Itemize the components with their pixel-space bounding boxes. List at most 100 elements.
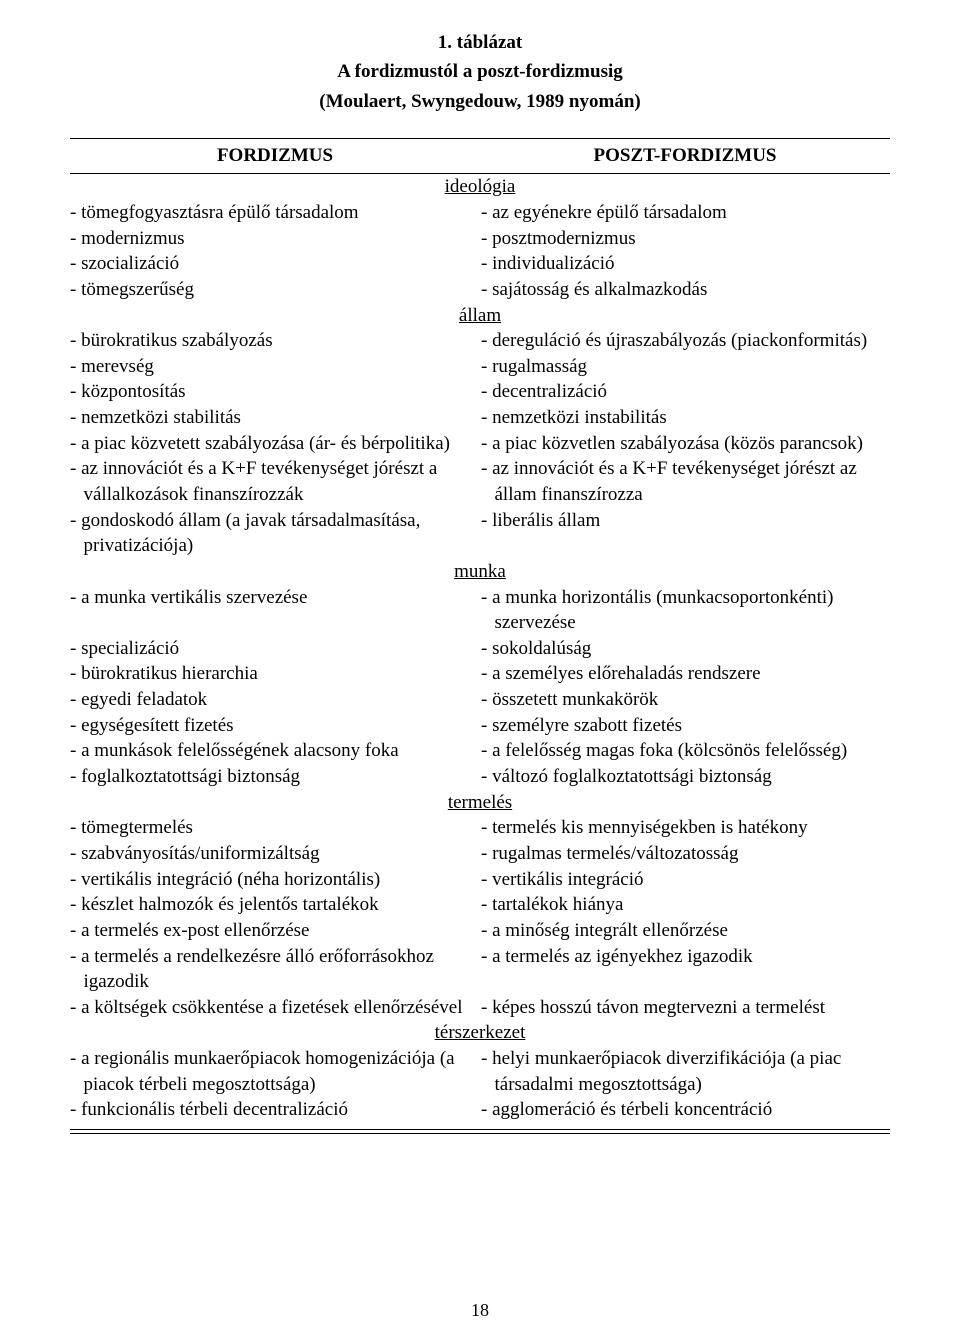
- cell-left-text: - tömegtermelés: [70, 815, 473, 841]
- cell-left: - a munkások felelősségének alacsony fok…: [70, 738, 481, 764]
- cell-left: - tömegfogyasztásra épülő társadalom: [70, 200, 481, 226]
- table-row: - gondoskodó állam (a javak társadalmasí…: [70, 508, 890, 559]
- cell-right: - decentralizáció: [481, 379, 890, 405]
- cell-left: - nemzetközi stabilitás: [70, 405, 481, 431]
- cell-right: - individualizáció: [481, 251, 890, 277]
- table-row: - bürokratikus szabályozás- dereguláció …: [70, 328, 890, 354]
- cell-left-text: - egyedi feladatok: [70, 687, 473, 713]
- cell-left-text: - a munkások felelősségének alacsony fok…: [70, 738, 473, 764]
- cell-right: - dereguláció és újraszabályozás (piacko…: [481, 328, 890, 354]
- table-row: - szabványosítás/uniformizáltság - rugalm…: [70, 841, 890, 867]
- cell-left-text: - specializáció: [70, 636, 473, 662]
- cell-right-text: - dereguláció és újraszabályozás (piacko…: [481, 328, 884, 354]
- header-right: POSZT-FORDIZMUS: [480, 139, 890, 173]
- table-row: - a piac közvetett szabályozása (ár- és …: [70, 431, 890, 457]
- cell-left-text: - nemzetközi stabilitás: [70, 405, 473, 431]
- cell-right: - a felelősség magas foka (kölcsönös fel…: [481, 738, 890, 764]
- cell-left-text: - szabványosítás/uniformizáltság: [70, 841, 473, 867]
- cell-right-text: - posztmodernizmus: [481, 226, 884, 252]
- cell-right-text: - liberális állam: [481, 508, 884, 534]
- section-heading: munka: [70, 559, 890, 585]
- header-left: FORDIZMUS: [70, 139, 480, 173]
- table-row: - tömegtermelés - termelés kis mennyisége…: [70, 815, 890, 841]
- cell-right-text: - képes hosszú távon megtervezni a terme…: [481, 995, 884, 1021]
- document-page: 1. táblázat A fordizmustól a poszt-fordi…: [0, 0, 960, 1343]
- table-row: - bürokratikus hierarchia- a személyes e…: [70, 661, 890, 687]
- table-row: - egységesített fizetés - személyre szabo…: [70, 713, 890, 739]
- cell-right-text: - a személyes előrehaladás rendszere: [481, 661, 884, 687]
- cell-right: - helyi munkaerőpiacok diverzifikációja …: [481, 1046, 890, 1097]
- cell-right-text: - rugalmas termelés/változatosság: [481, 841, 884, 867]
- table-row: - modernizmus- posztmodernizmus: [70, 226, 890, 252]
- cell-left: - készlet halmozók és jelentős tartaléko…: [70, 892, 481, 918]
- cell-left: - egyedi feladatok: [70, 687, 481, 713]
- cell-right-text: - nemzetközi instabilitás: [481, 405, 884, 431]
- cell-right: - az innovációt és a K+F tevékenységet j…: [481, 456, 890, 507]
- title-line-3: (Moulaert, Swyngedouw, 1989 nyomán): [70, 87, 890, 116]
- table-row: - nemzetközi stabilitás - nemzetközi inst…: [70, 405, 890, 431]
- title-line-2: A fordizmustól a poszt-fordizmusig: [70, 57, 890, 86]
- cell-left: - a költségek csökkentése a fizetések el…: [70, 995, 481, 1021]
- cell-right: - liberális állam: [481, 508, 890, 559]
- cell-left-text: - egységesített fizetés: [70, 713, 473, 739]
- table-row: - az innovációt és a K+F tevékenységet j…: [70, 456, 890, 507]
- cell-left: - tömegszerűség: [70, 277, 481, 303]
- cell-left: - szocializáció: [70, 251, 481, 277]
- cell-left: - tömegtermelés: [70, 815, 481, 841]
- comparison-table: FORDIZMUS POSZT-FORDIZMUS ideológia- töm…: [70, 138, 890, 1133]
- title-line-1: 1. táblázat: [70, 28, 890, 57]
- cell-right: - a személyes előrehaladás rendszere: [481, 661, 890, 687]
- cell-left-text: - vertikális integráció (néha horizontál…: [70, 867, 473, 893]
- cell-right-text: - vertikális integráció: [481, 867, 884, 893]
- table-body: ideológia- tömegfogyasztásra épülő társa…: [70, 174, 890, 1123]
- cell-right: - posztmodernizmus: [481, 226, 890, 252]
- cell-right: - termelés kis mennyiségekben is hatékon…: [481, 815, 890, 841]
- table-row: - a munka vertikális szervezése - a munka…: [70, 585, 890, 636]
- cell-right: - agglomeráció és térbeli koncentráció: [481, 1097, 890, 1123]
- cell-right-text: - összetett munkakörök: [481, 687, 884, 713]
- cell-left: - az innovációt és a K+F tevékenységet j…: [70, 456, 481, 507]
- table-row: - központosítás - decentralizáció: [70, 379, 890, 405]
- cell-left: - központosítás: [70, 379, 481, 405]
- cell-left: - a termelés ex-post ellenőrzése: [70, 918, 481, 944]
- cell-right: - tartalékok hiánya: [481, 892, 890, 918]
- cell-left: - vertikális integráció (néha horizontál…: [70, 867, 481, 893]
- section-heading: térszerkezet: [70, 1020, 890, 1046]
- cell-right-text: - tartalékok hiánya: [481, 892, 884, 918]
- table-row: - a regionális munkaerőpiacok homogenizá…: [70, 1046, 890, 1097]
- cell-left-text: - központosítás: [70, 379, 473, 405]
- cell-right: - a munka horizontális (munkacsoportonké…: [481, 585, 890, 636]
- cell-left-text: - merevség: [70, 354, 473, 380]
- table-row: - a termelés a rendelkezésre álló erőfor…: [70, 944, 890, 995]
- cell-right-text: - személyre szabott fizetés: [481, 713, 884, 739]
- cell-right-text: - a minőség integrált ellenőrzése: [481, 918, 884, 944]
- cell-right: - a minőség integrált ellenőrzése: [481, 918, 890, 944]
- table-row: - specializáció - sokoldalúság: [70, 636, 890, 662]
- cell-left-text: - a termelés ex-post ellenőrzése: [70, 918, 473, 944]
- cell-right: - rugalmas termelés/változatosság: [481, 841, 890, 867]
- cell-right-text: - a piac közvetlen szabályozása (közös p…: [481, 431, 884, 457]
- cell-right-text: - a munka horizontális (munkacsoportonké…: [481, 585, 884, 636]
- table-bottom-rule: [70, 1129, 890, 1134]
- section-heading: állam: [70, 303, 890, 329]
- cell-right: - összetett munkakörök: [481, 687, 890, 713]
- cell-left-text: - készlet halmozók és jelentős tartaléko…: [70, 892, 473, 918]
- cell-right-text: - individualizáció: [481, 251, 884, 277]
- cell-right: - az egyénekre épülő társadalom: [481, 200, 890, 226]
- table-title-block: 1. táblázat A fordizmustól a poszt-fordi…: [70, 28, 890, 116]
- table-row: - merevség- rugalmasság: [70, 354, 890, 380]
- cell-left: - bürokratikus szabályozás: [70, 328, 481, 354]
- cell-left-text: - a munka vertikális szervezése: [70, 585, 473, 611]
- table-row: - a költségek csökkentése a fizetések el…: [70, 995, 890, 1021]
- cell-left-text: - a termelés a rendelkezésre álló erőfor…: [70, 944, 473, 995]
- table-row: - funkcionális térbeli decentralizáció - …: [70, 1097, 890, 1123]
- page-number: 18: [0, 1300, 960, 1321]
- cell-left-text: - gondoskodó állam (a javak társadalmasí…: [70, 508, 473, 559]
- cell-right: - nemzetközi instabilitás: [481, 405, 890, 431]
- cell-left-text: - funkcionális térbeli decentralizáció: [70, 1097, 473, 1123]
- cell-right: - sajátosság és alkalmazkodás: [481, 277, 890, 303]
- cell-right-text: - helyi munkaerőpiacok diverzifikációja …: [481, 1046, 884, 1097]
- cell-left-text: - szocializáció: [70, 251, 473, 277]
- table-row: - tömegfogyasztásra épülő társadalom- az…: [70, 200, 890, 226]
- cell-right-text: - sokoldalúság: [481, 636, 884, 662]
